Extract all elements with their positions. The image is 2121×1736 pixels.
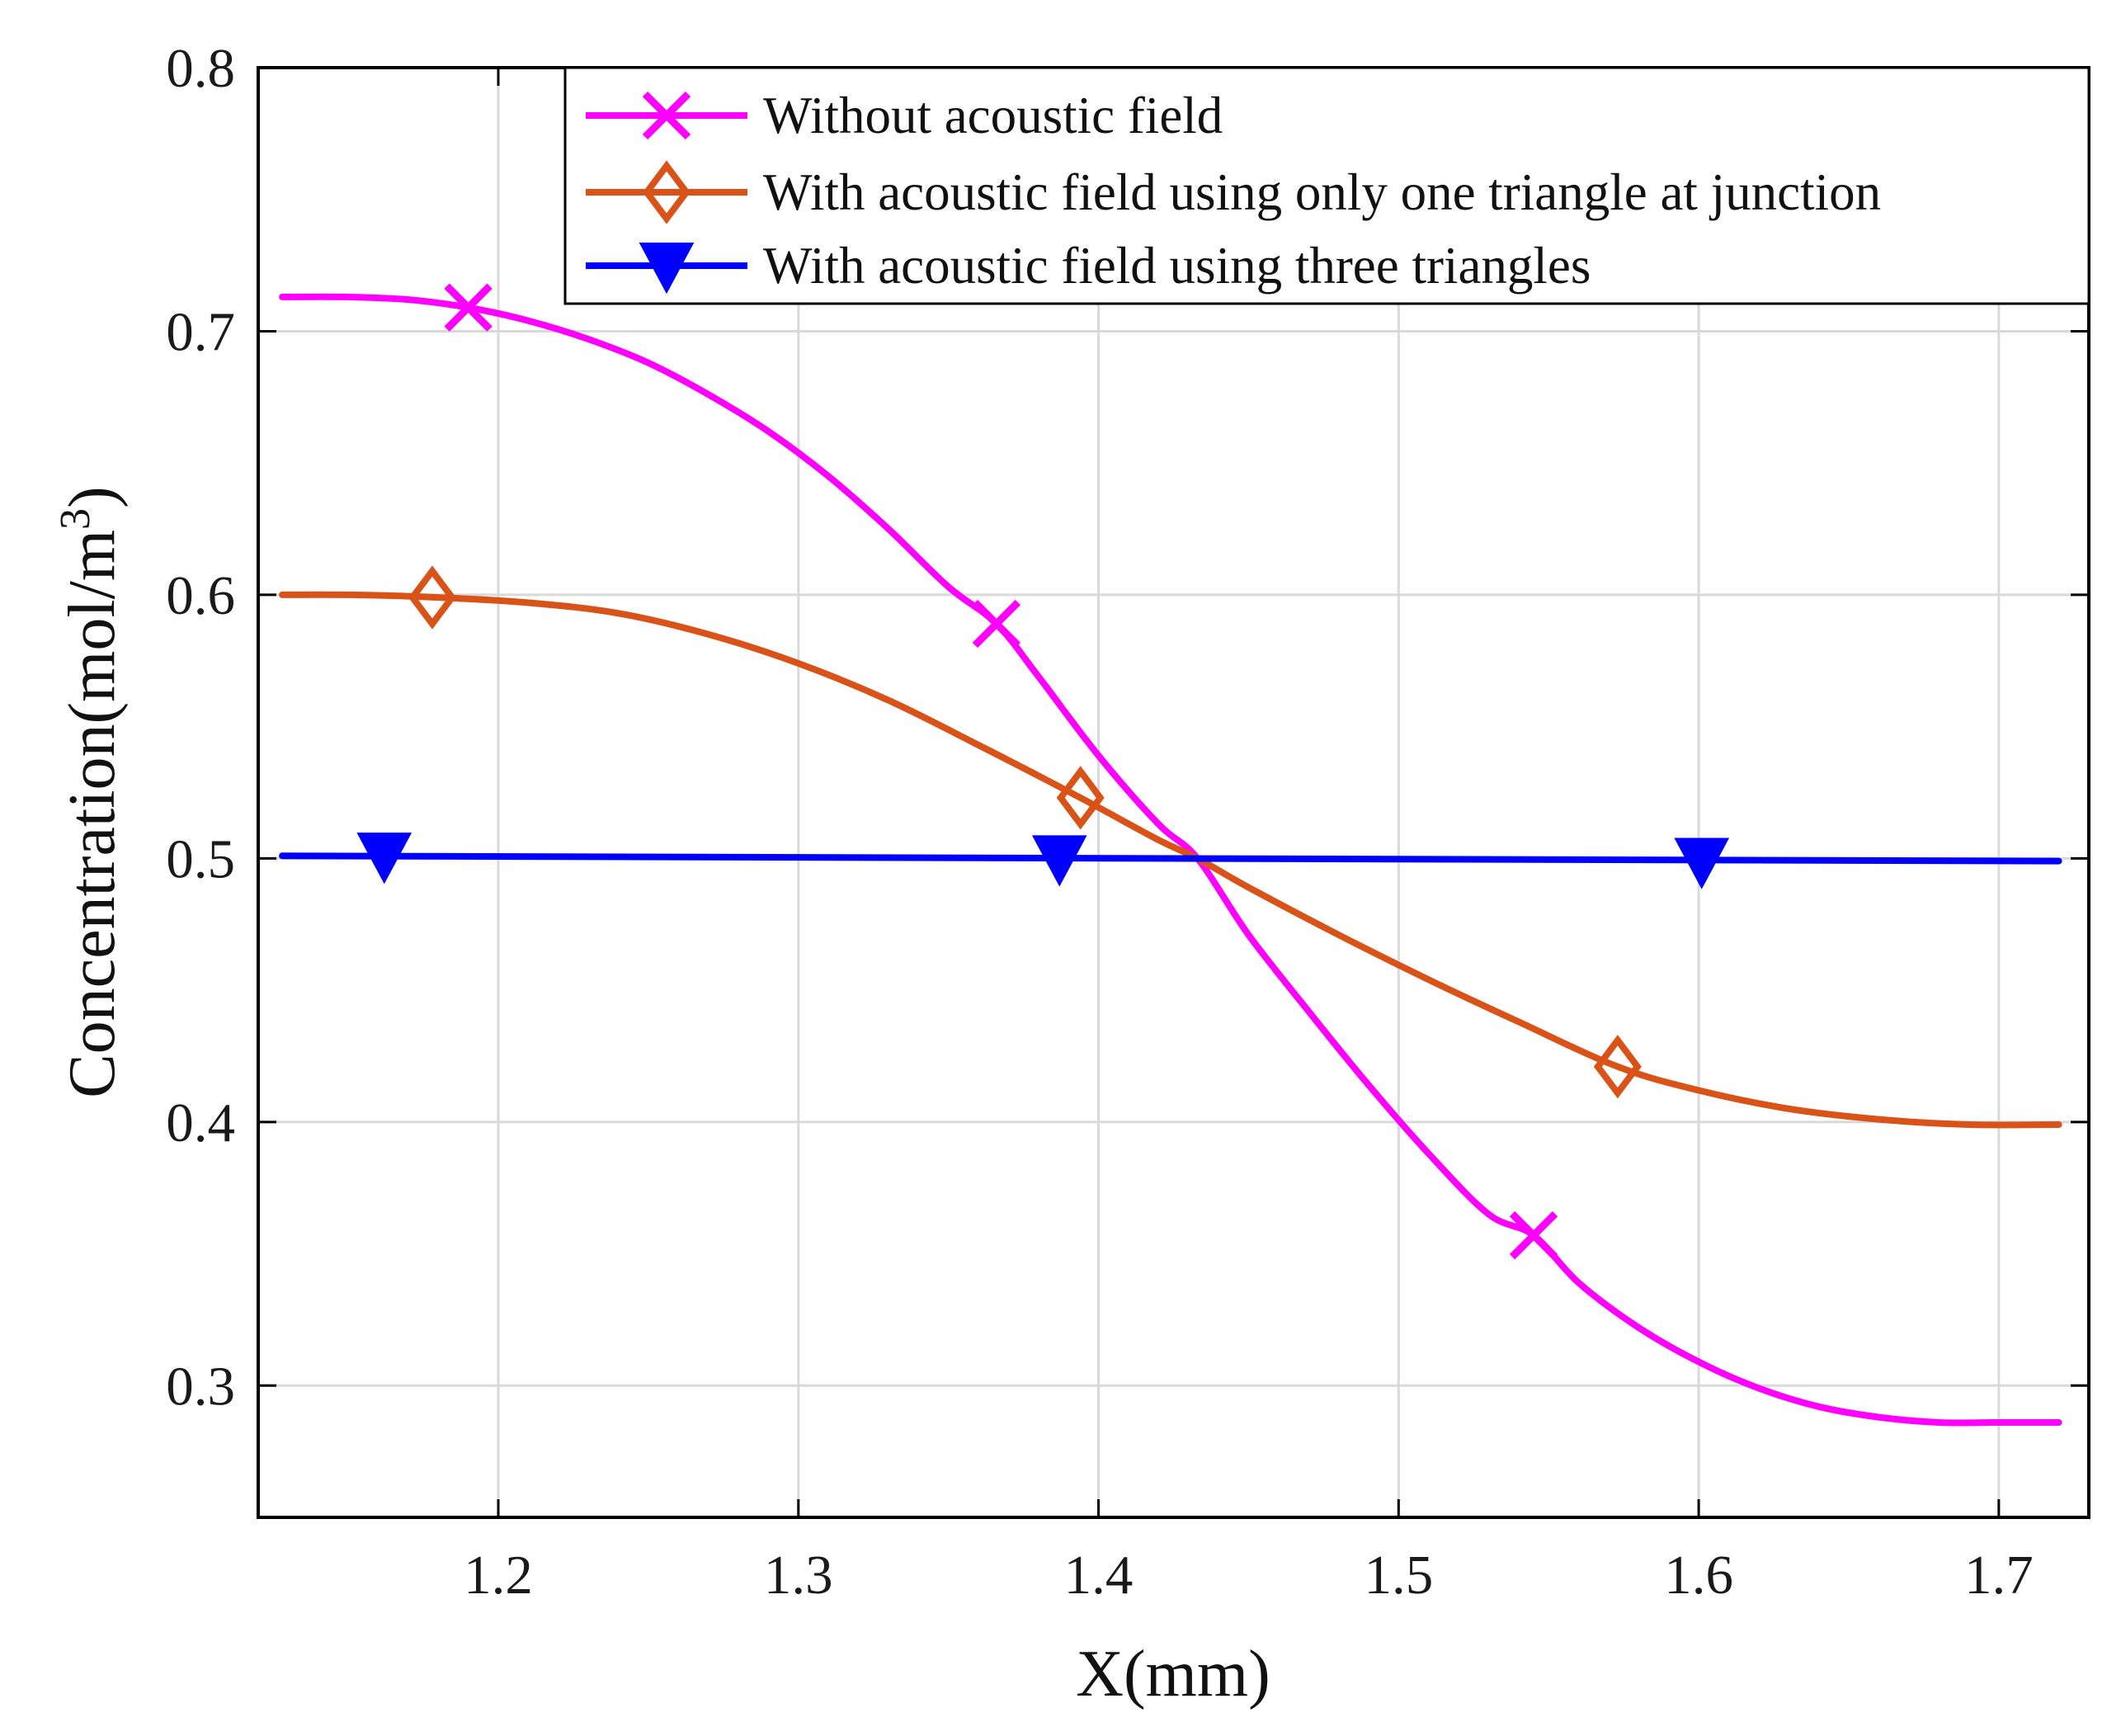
marker-stroke: [972, 599, 1021, 649]
y-tick-label: 0.6: [166, 565, 235, 626]
series-1: [279, 565, 2062, 1129]
series-marker: [1593, 1035, 1642, 1099]
y-axis-title-superscript: 3: [52, 508, 99, 530]
series-marker: [1509, 1211, 1558, 1260]
series-marker: [972, 599, 1021, 649]
y-axis-title-suffix: ): [56, 486, 129, 508]
x-tick-label: 1.6: [1664, 1545, 1733, 1606]
legend-item-0: Without acoustic field: [586, 87, 1223, 144]
series-marker: [1031, 835, 1087, 887]
axis-ticks: 1.2 1.3 1.4 1.5 1.6 1.7 0.3 0.4 0.5 0.6 0.7 0.8: [166, 38, 2089, 1606]
x-tick-label: 1.2: [464, 1545, 533, 1606]
marker-stroke: [642, 91, 691, 140]
x-tick-label: 1.4: [1064, 1545, 1134, 1606]
y-tick-label: 0.8: [166, 38, 235, 99]
legend: Without acoustic field With acoustic fiel…: [563, 66, 2090, 305]
legend-swatch-marker: [639, 243, 695, 295]
marker-stroke: [1509, 1211, 1558, 1260]
series-0: [279, 283, 2062, 1427]
series-line: [279, 293, 2062, 1427]
series-line: [279, 852, 2062, 865]
y-tick-label: 0.7: [166, 301, 235, 362]
x-tick-label: 1.3: [764, 1545, 833, 1606]
legend-label: Without acoustic field: [763, 87, 1223, 144]
series-layer: [279, 283, 2062, 1427]
legend-swatch-marker: [643, 160, 691, 224]
series-marker: [408, 565, 456, 630]
plot-background: [258, 68, 2089, 1517]
series-line: [279, 591, 2062, 1129]
x-axis-title: X(mm): [1076, 1638, 1270, 1710]
legend-label: With acoustic field using only one trian…: [763, 163, 1881, 221]
series-marker: [1056, 766, 1105, 830]
series-marker: [444, 283, 493, 332]
legend-box: [563, 66, 2090, 305]
y-tick-label: 0.4: [166, 1092, 235, 1153]
y-tick-label: 0.5: [166, 828, 235, 889]
series-marker: [356, 833, 412, 885]
marker-stroke: [444, 283, 493, 332]
legend-swatch-marker: [642, 91, 691, 140]
legend-item-1: With acoustic field using only one trian…: [586, 160, 1881, 224]
legend-label: With acoustic field using three triangle…: [763, 237, 1591, 295]
x-tick-label: 1.7: [1964, 1545, 2034, 1606]
series-2: [279, 833, 2062, 889]
legend-item-2: With acoustic field using three triangle…: [586, 237, 1591, 295]
series-marker: [1674, 837, 1730, 889]
y-axis-title-main: Concentration(mol/m: [56, 530, 129, 1098]
y-axis-title: Concentration(mol/m3): [52, 486, 129, 1097]
x-tick-label: 1.5: [1364, 1545, 1433, 1606]
y-tick-label: 0.3: [166, 1356, 235, 1417]
